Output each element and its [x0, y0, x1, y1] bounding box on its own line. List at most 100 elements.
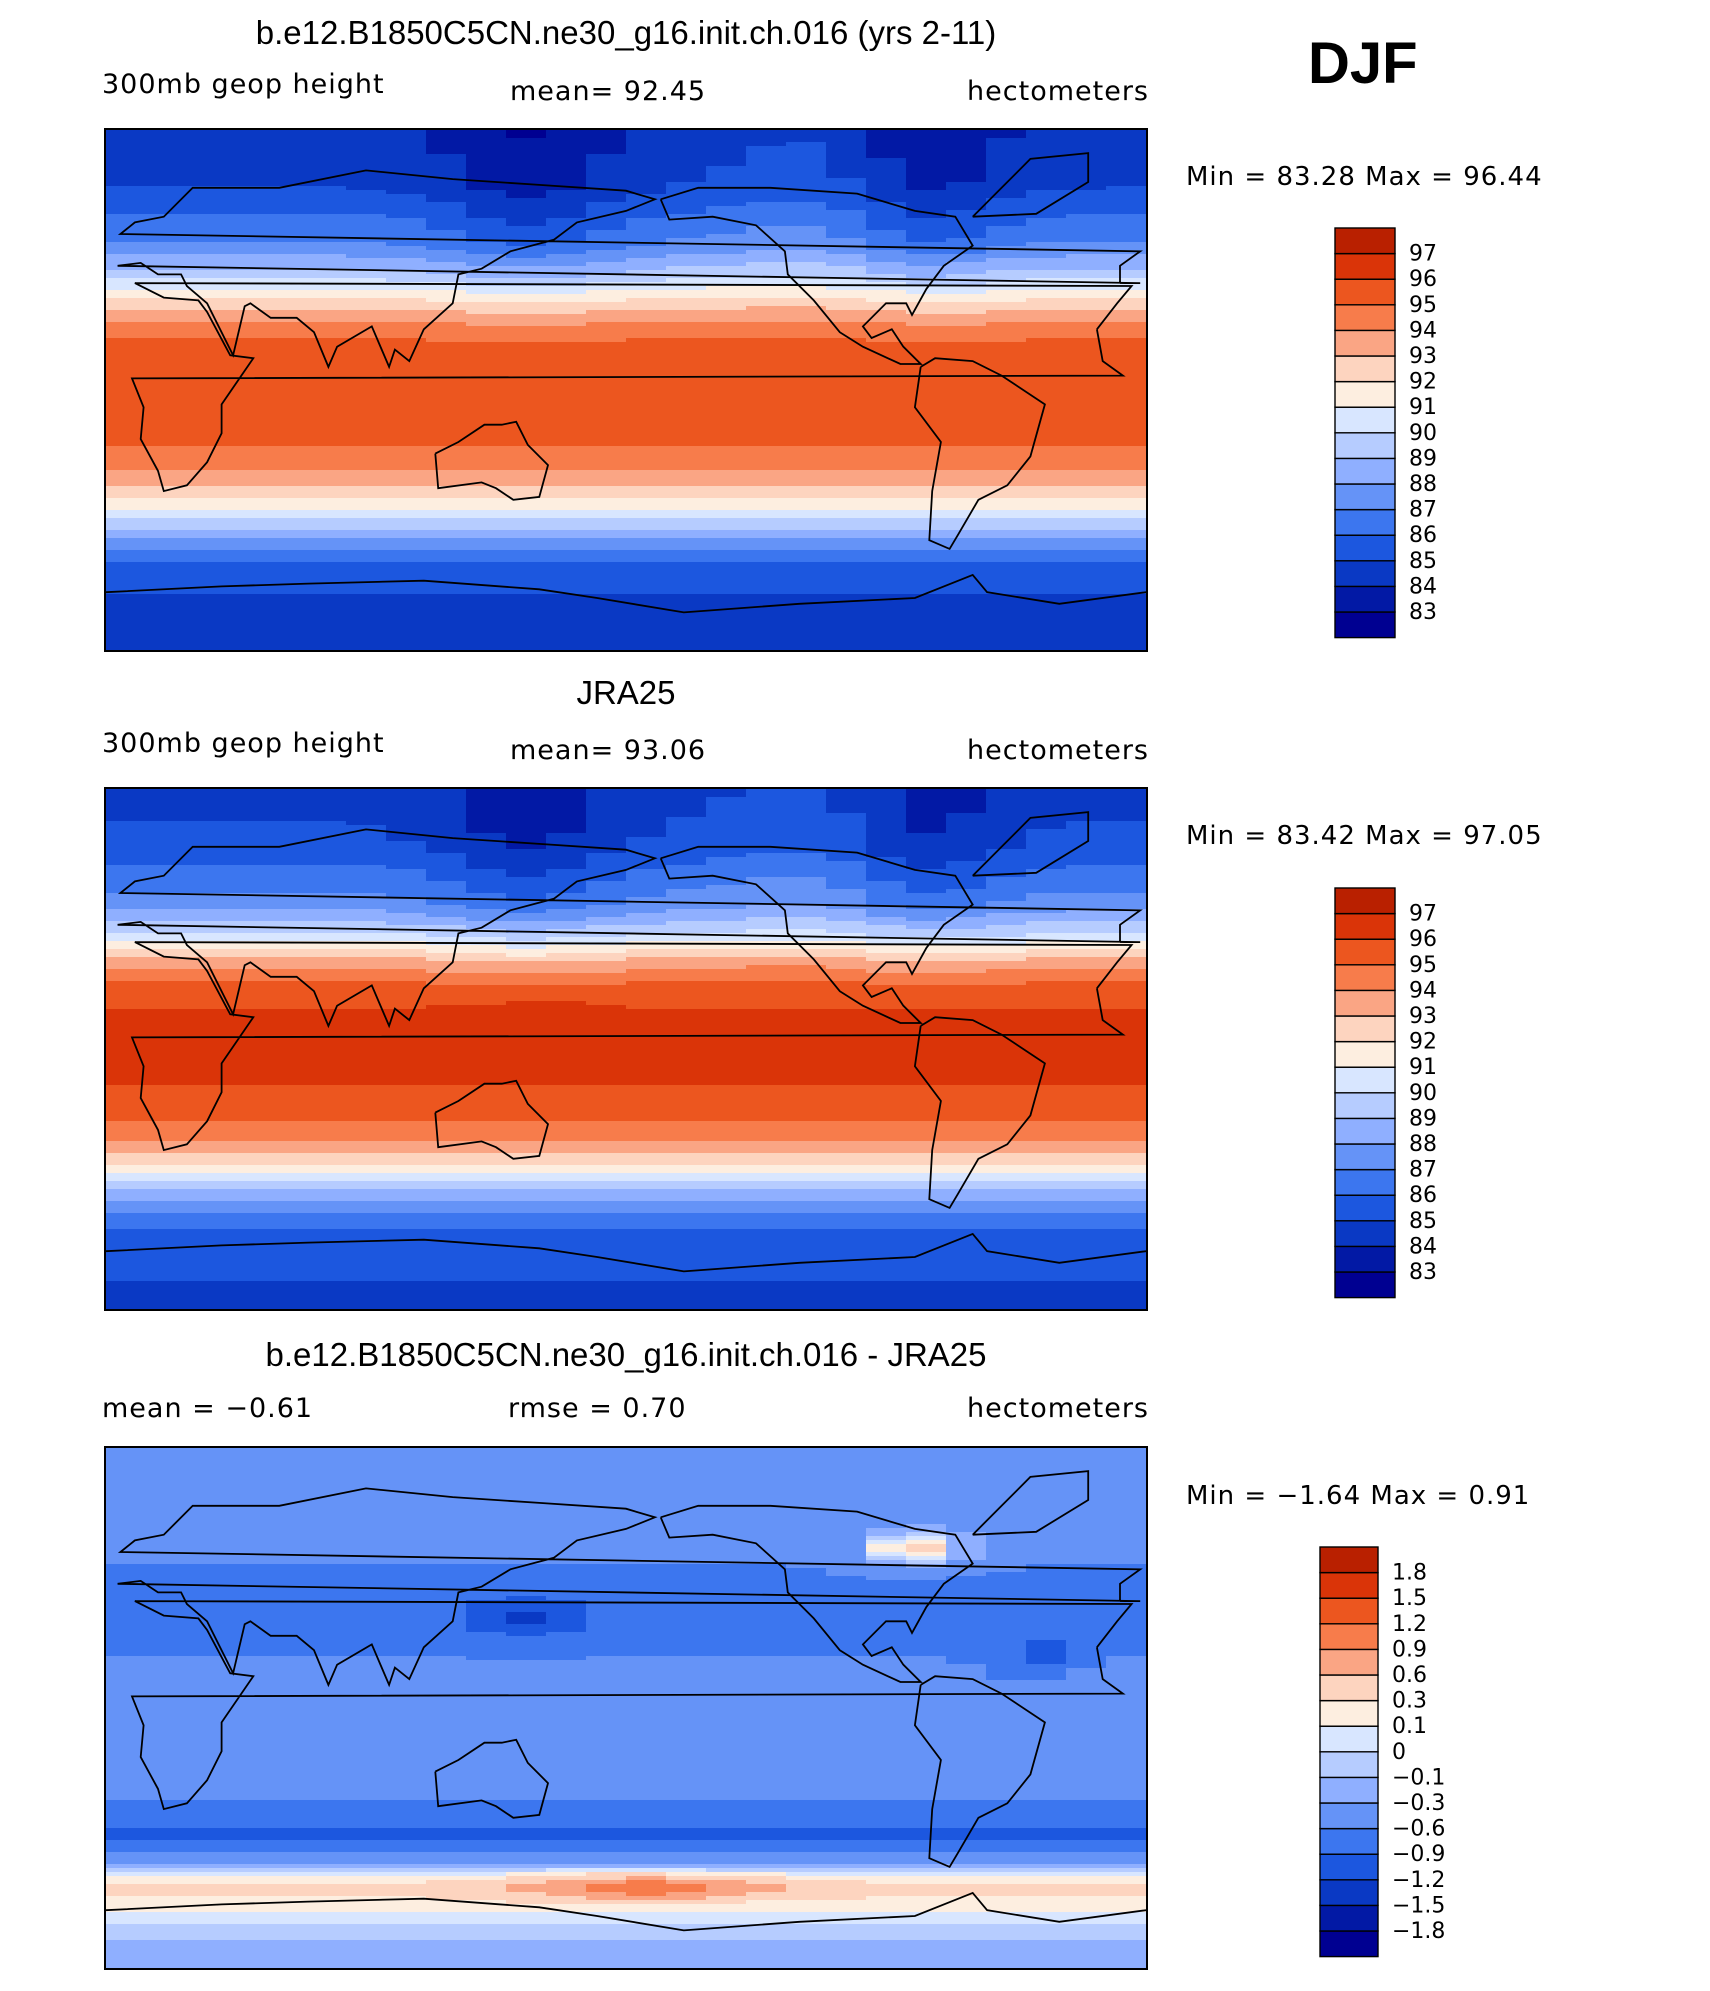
field-cell [226, 422, 267, 427]
field-cell [306, 242, 347, 247]
field-cell [106, 562, 147, 567]
field-cell [106, 1009, 147, 1014]
field-cell [786, 797, 827, 802]
field-cell [986, 234, 1027, 239]
field-cell [266, 146, 307, 151]
field-cell [186, 622, 227, 627]
field-cell [386, 398, 427, 403]
field-cell [906, 929, 947, 934]
field-cell [226, 945, 267, 950]
field-cell [266, 534, 307, 539]
field-cell [466, 414, 507, 419]
field-cell [666, 218, 707, 223]
field-cell [506, 813, 547, 818]
field-cell [1106, 478, 1146, 483]
field-cell [186, 821, 227, 826]
field-cell [626, 530, 667, 535]
field-cell [1066, 841, 1107, 846]
field-cell [506, 957, 547, 962]
field-cell [706, 322, 747, 327]
field-cell [226, 218, 267, 223]
field-cell [1026, 997, 1067, 1002]
field-cell [386, 997, 427, 1002]
field-cell [1066, 626, 1107, 631]
field-cell [1026, 326, 1067, 331]
field-cell [746, 226, 787, 231]
field-cell [746, 434, 787, 439]
field-cell [346, 789, 387, 794]
field-cell [866, 442, 907, 447]
field-cell [186, 977, 227, 982]
field-cell [826, 618, 867, 623]
panel1-minmax: Min = 83.28 Max = 96.44 [1186, 162, 1543, 192]
field-cell [346, 981, 387, 986]
field-cell [106, 246, 147, 251]
field-cell [786, 518, 827, 523]
field-cell [746, 350, 787, 355]
field-cell [466, 502, 507, 507]
field-cell [666, 142, 707, 147]
field-cell [546, 973, 587, 978]
field-cell [346, 226, 387, 231]
field-cell [1066, 602, 1107, 607]
field-cell [346, 594, 387, 599]
field-cell [826, 949, 867, 954]
field-cell [186, 278, 227, 283]
field-cell [626, 953, 667, 958]
field-cell [106, 606, 147, 611]
field-cell [546, 178, 587, 183]
field-cell [106, 973, 147, 978]
field-cell [146, 162, 187, 167]
field-cell [666, 801, 707, 806]
field-cell [346, 518, 387, 523]
field-cell [746, 993, 787, 998]
field-cell [946, 190, 987, 195]
field-cell [586, 853, 627, 858]
field-cell [666, 538, 707, 543]
field-cell [906, 502, 947, 507]
field-cell [226, 182, 267, 187]
field-cell [1026, 198, 1067, 203]
field-cell [866, 801, 907, 806]
field-cell [266, 877, 307, 882]
field-cell [346, 218, 387, 223]
field-cell [786, 262, 827, 267]
field-cell [786, 358, 827, 363]
field-cell [386, 929, 427, 934]
field-cell [746, 853, 787, 858]
field-cell [906, 498, 947, 503]
field-cell [466, 562, 507, 567]
field-cell [106, 626, 147, 631]
field-cell [1106, 390, 1146, 395]
field-cell [1066, 586, 1107, 591]
field-cell [146, 973, 187, 978]
field-cell [306, 430, 347, 435]
field-cell [666, 797, 707, 802]
field-cell [626, 929, 667, 934]
field-cell [266, 1013, 307, 1018]
field-cell [106, 362, 147, 367]
field-cell [826, 602, 867, 607]
field-cell [426, 146, 467, 151]
field-cell [546, 210, 587, 215]
field-cell [426, 218, 467, 223]
field-cell [426, 558, 467, 563]
field-cell [906, 598, 947, 603]
field-cell [466, 130, 507, 135]
field-cell [866, 586, 907, 591]
field-cell [586, 450, 627, 455]
colorbar-tick-label: 96 [1409, 267, 1437, 292]
field-cell [466, 314, 507, 319]
field-cell [226, 1021, 267, 1026]
field-cell [946, 338, 987, 343]
field-cell [666, 813, 707, 818]
field-cell [626, 190, 667, 195]
field-cell [866, 925, 907, 930]
field-cell [706, 266, 747, 271]
field-cell [546, 949, 587, 954]
field-cell [626, 837, 667, 842]
field-cell [786, 825, 827, 830]
field-cell [1026, 490, 1067, 495]
field-cell [546, 462, 587, 467]
field-cell [866, 546, 907, 551]
